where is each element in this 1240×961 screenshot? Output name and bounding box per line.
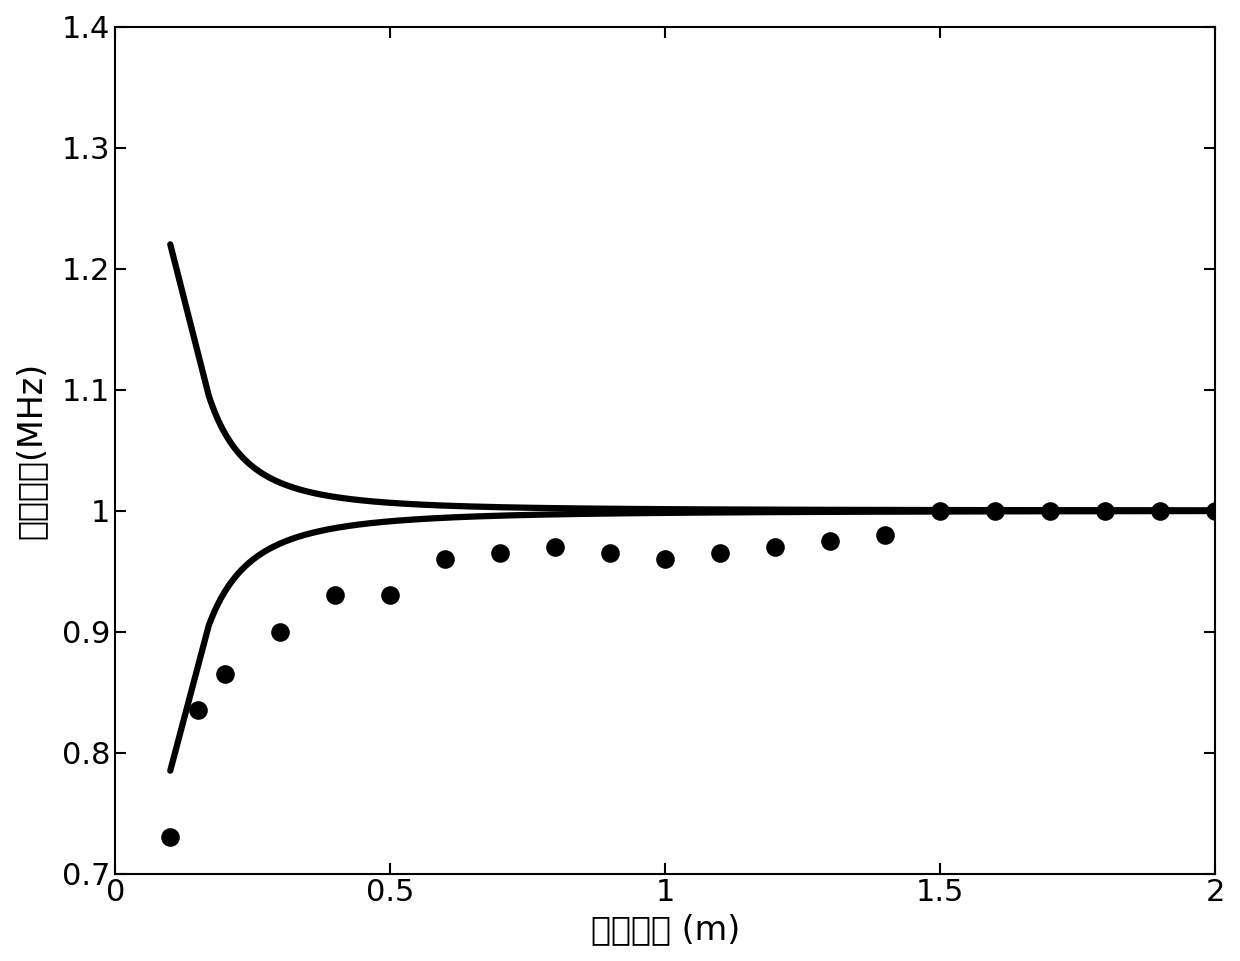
Point: [270, 624, 290, 639]
Point: [216, 666, 236, 681]
Point: [546, 539, 565, 554]
Point: [711, 545, 730, 560]
Point: [381, 587, 401, 603]
Point: [1095, 503, 1115, 518]
Point: [490, 545, 510, 560]
Point: [325, 587, 345, 603]
Point: [600, 545, 620, 560]
X-axis label: 传输距离 (m): 传输距离 (m): [590, 913, 740, 946]
Point: [656, 552, 676, 567]
Point: [1205, 503, 1225, 518]
Point: [160, 829, 180, 845]
Y-axis label: 工作频率(MHz): 工作频率(MHz): [15, 361, 48, 538]
Point: [1151, 503, 1171, 518]
Point: [1040, 503, 1060, 518]
Point: [875, 527, 895, 542]
Point: [986, 503, 1006, 518]
Point: [821, 533, 841, 549]
Point: [765, 539, 785, 554]
Point: [187, 702, 207, 718]
Point: [435, 552, 455, 567]
Point: [930, 503, 950, 518]
